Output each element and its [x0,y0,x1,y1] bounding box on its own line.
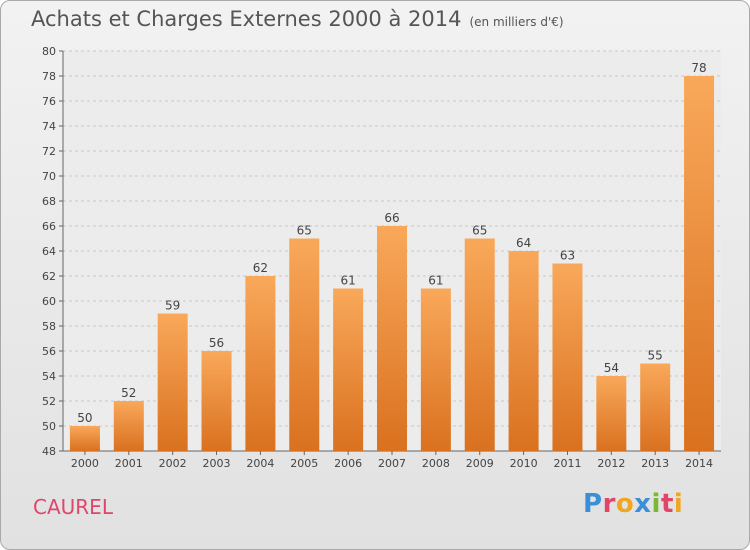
bar-value-label: 63 [560,249,575,263]
y-tick-label: 62 [42,270,56,283]
y-tick-label: 48 [42,445,56,458]
bar-value-label: 65 [472,224,487,238]
bar [552,263,583,451]
x-tick-label: 2008 [422,457,450,470]
bar-value-label: 52 [121,386,136,400]
x-tick-label: 2002 [159,457,187,470]
bar [69,426,100,451]
y-tick-label: 74 [42,120,56,133]
chart-subtitle: (en milliers d'€) [469,15,564,29]
logo-letter: i [673,489,684,519]
bar-value-label: 78 [691,61,706,75]
y-tick-label: 76 [42,95,56,108]
x-tick-label: 2009 [466,457,494,470]
logo-letter: P [583,489,603,519]
x-tick-label: 2012 [597,457,625,470]
y-tick-label: 70 [42,170,56,183]
x-tick-label: 2013 [641,457,669,470]
x-tick-label: 2000 [71,457,99,470]
x-tick-label: 2003 [203,457,231,470]
bar [377,226,407,451]
bar [333,288,364,451]
logo-letter: t [660,489,674,519]
x-tick-label: 2005 [290,457,318,470]
y-tick-label: 72 [42,145,56,158]
bar [640,363,671,451]
y-tick-label: 78 [42,70,56,83]
bar-value-label: 56 [209,336,224,350]
chart-title: Achats et Charges Externes 2000 à 2014 (e… [31,7,564,31]
bar [684,76,715,451]
y-tick-label: 52 [42,395,56,408]
bar-value-label: 59 [165,299,180,313]
y-tick-label: 58 [42,320,56,333]
bar [245,276,276,451]
bar [157,313,188,451]
bar-value-label: 50 [77,411,92,425]
bar-value-label: 62 [253,261,268,275]
bar-value-label: 55 [648,349,663,363]
bar [596,376,627,451]
bar-value-label: 66 [384,211,399,225]
x-tick-label: 2014 [685,457,713,470]
x-tick-label: 2006 [334,457,362,470]
y-tick-label: 56 [42,345,56,358]
x-tick-label: 2001 [115,457,143,470]
bar [289,238,320,451]
y-tick-label: 68 [42,195,56,208]
bar-value-label: 61 [340,274,355,288]
proxiti-logo: Proxiti [583,489,683,519]
y-tick-label: 60 [42,295,56,308]
x-tick-label: 2011 [553,457,581,470]
bar [113,401,144,451]
y-tick-label: 54 [42,370,56,383]
bar [201,351,232,451]
x-tick-label: 2007 [378,457,406,470]
bar [420,288,451,451]
bar-value-label: 64 [516,236,531,250]
y-tick-label: 50 [42,420,56,433]
y-tick-label: 66 [42,220,56,233]
logo-letter: r [602,489,616,519]
y-tick-label: 64 [42,245,56,258]
logo-letter: x [634,489,652,519]
logo-letter: o [615,489,635,519]
bar [508,251,539,451]
bar-value-label: 65 [297,224,312,238]
bar [464,238,495,451]
y-tick-label: 80 [42,45,56,58]
x-tick-label: 2010 [510,457,538,470]
bar-value-label: 61 [428,274,443,288]
place-name: CAUREL [33,495,113,519]
bar-value-label: 54 [604,361,619,375]
x-tick-label: 2004 [246,457,274,470]
logo-letter: i [651,489,661,519]
